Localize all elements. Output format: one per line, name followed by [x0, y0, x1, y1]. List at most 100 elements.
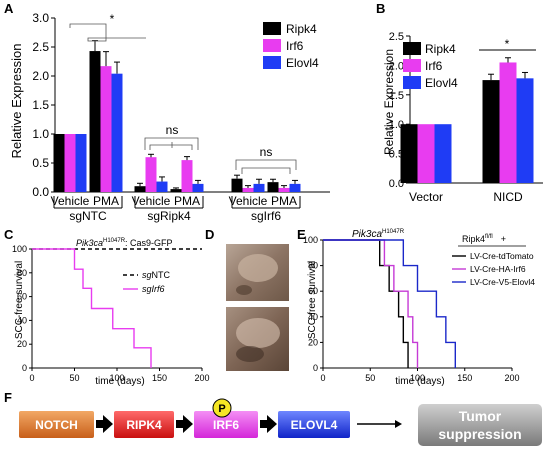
- pathway-arrow-4-head: [395, 420, 402, 428]
- chart-c-title: Pik3caH1047R: Cas9-GFP: [76, 238, 173, 248]
- chart-e-legend-label: LV-Cre-HA-Irf6: [470, 264, 526, 274]
- chart-a-y-axis-label: Relative Expression: [9, 44, 24, 159]
- chart-b-bar-elovl4: [434, 124, 452, 183]
- chart-a-x-tick-label: Vehicle: [229, 194, 268, 208]
- chart-e-y-tick-label: 40: [308, 312, 318, 322]
- chart-c-legend-label-sgntc: sgNTC: [142, 270, 171, 280]
- chart-a-bar-irf6: [278, 187, 290, 192]
- chart-a-sig-ns-1-label: ns: [166, 123, 179, 137]
- pathway-node-elovl4: [278, 411, 350, 438]
- chart-c-legend-label-sgntc-gene: NTC: [152, 270, 171, 280]
- chart-c-legend-label-sgirf6: sgIrf6: [142, 284, 165, 294]
- chart-a-legend-swatch-irf6: [263, 39, 281, 52]
- pathway-node-irf6: [194, 411, 258, 438]
- chart-a-bar-elovl4: [75, 134, 87, 192]
- chart-b-legend-label: Elovl4: [425, 76, 458, 90]
- chart-b-y-tick-label: 2.0: [389, 60, 404, 72]
- panel-d-label: D: [205, 227, 214, 242]
- chart-b-bar-irf6: [417, 124, 435, 183]
- chart-a-bar-elovl4: [192, 183, 204, 192]
- pathway-diagram: NOTCH RIPK4 IRF6 P ELOVL4 Tumor suppress…: [19, 398, 542, 446]
- chart-e-y-tick-label: 80: [308, 261, 318, 271]
- panel-b-label: B: [376, 1, 385, 16]
- chart-b-expression: Relative Expression 0.0 0.5 1.0 1.5 2.0 2.5 Ve…: [382, 31, 543, 204]
- chart-a-legend-swatch-ripk4: [263, 22, 281, 35]
- chart-b-y-tick-label: 2.5: [389, 31, 404, 43]
- chart-a-bar-ripk4: [170, 189, 182, 192]
- chart-a-sig-bracket-label: *: [110, 12, 115, 26]
- chart-c-x-axis-label: time (days): [95, 376, 144, 387]
- chart-a-bar-irf6: [64, 134, 76, 192]
- mouse-photo-top-shadow: [236, 285, 252, 295]
- chart-a-bar-irf6: [100, 66, 112, 192]
- chart-e-legend-header: Ripk4fl/fl +: [462, 234, 506, 244]
- panel-f-label: F: [4, 390, 12, 405]
- chart-a-bar-irf6: [242, 187, 254, 192]
- chart-a-legend-label: Elovl4: [286, 56, 319, 70]
- chart-e-y-tick-label: 100: [303, 235, 318, 245]
- chart-a-group-label: sgNTC: [69, 209, 107, 223]
- chart-b-x-tick-label: NICD: [493, 190, 523, 204]
- chart-a-x-tick-label: PMA: [93, 194, 119, 208]
- chart-a-y-tick-label: 2.0: [32, 69, 49, 83]
- pathway-outcome-line1: Tumor: [459, 408, 502, 424]
- chart-b-y-axis-label: Relative Expression: [382, 49, 396, 155]
- chart-b-legend-swatch-ripk4: [403, 42, 421, 55]
- pathway-node-notch: [19, 411, 94, 438]
- chart-a-x-tick-label: Vehicle: [51, 194, 90, 208]
- chart-c-series-sgirf6: [32, 248, 152, 368]
- chart-a-bar-elovl4: [253, 183, 265, 192]
- chart-b-y-tick-label: 0.5: [389, 149, 404, 161]
- chart-b-y-tick-label: 0.0: [389, 178, 404, 190]
- chart-b-bar-irf6: [499, 62, 517, 183]
- chart-c-y-tick-label: 40: [17, 315, 27, 325]
- chart-a-y-tick-label: 3.0: [32, 11, 49, 25]
- chart-e-series-lv-cre-v5-elovl4: [323, 239, 456, 368]
- chart-a-expression: Relative Expression Ripk4 Irf6 Elovl4 0.0 0…: [9, 11, 330, 223]
- chart-e-series-lv-cre-tdtomato: [323, 239, 409, 368]
- chart-e-y-tick-label: 60: [308, 286, 318, 296]
- chart-c-x-tick-label: 200: [194, 373, 209, 383]
- chart-a-sig-ns-1c: [149, 144, 193, 150]
- chart-a-x-tick-label: PMA: [271, 194, 297, 208]
- chart-a-y-tick-label: 0.5: [32, 156, 49, 170]
- chart-a-sig-ns-2: [235, 159, 297, 170]
- chart-b-y-tick-label: 1.5: [389, 90, 404, 102]
- mouse-photos: [226, 244, 289, 371]
- chart-c-y-tick-label: 0: [22, 363, 27, 373]
- chart-b-legend-label: Irf6: [425, 59, 443, 73]
- chart-a-sig-ns-1: [144, 137, 199, 150]
- chart-a-legend-swatch-elovl4: [263, 56, 281, 69]
- chart-e-x-tick-label: 200: [504, 373, 519, 383]
- chart-e-y-tick-label: 20: [308, 337, 318, 347]
- chart-b-sig-label: *: [505, 37, 510, 51]
- chart-b-y-tick-label: 1.0: [389, 119, 404, 131]
- chart-e-title: Pik3caH1047R: [352, 229, 405, 240]
- chart-a-y-tick-label: 0.0: [32, 185, 49, 199]
- chart-e-series-lv-cre-ha-irf6: [323, 239, 419, 368]
- chart-a-bar-elovl4: [156, 181, 168, 192]
- pathway-outcome-line2: suppression: [438, 426, 521, 442]
- chart-e-x-axis-label: time (days): [395, 376, 444, 387]
- chart-c-y-tick-label: 20: [17, 339, 27, 349]
- pathway-arrow-3: [260, 415, 277, 433]
- chart-e-survival: SCC-free survival time (days) Pik3caH104…: [303, 229, 535, 387]
- chart-c-y-tick-label: 80: [17, 268, 27, 278]
- chart-a-group-label: sgIrf6: [251, 209, 281, 223]
- chart-c-x-tick-label: 150: [152, 373, 167, 383]
- pathway-node-elovl4-label: ELOVL4: [291, 418, 338, 432]
- pathway-node-ripk4: [114, 411, 174, 438]
- panel-a-label: A: [4, 1, 14, 16]
- pathway-arrow-1: [96, 415, 113, 433]
- chart-a-x-tick-label: PMA: [174, 194, 200, 208]
- chart-b-bar-elovl4: [516, 78, 534, 183]
- mouse-photo-top-lesion: [238, 254, 278, 282]
- chart-a-bar-ripk4: [267, 182, 279, 192]
- chart-a-sig-ns-2b: [241, 167, 291, 174]
- chart-c-y-tick-label: 60: [17, 292, 27, 302]
- chart-e-x-tick-label: 0: [320, 373, 325, 383]
- chart-e-x-tick-label: 100: [410, 373, 425, 383]
- chart-c-legend-label-sgirf6-prefix: sg: [142, 284, 152, 294]
- chart-a-y-tick-label: 1.0: [32, 127, 49, 141]
